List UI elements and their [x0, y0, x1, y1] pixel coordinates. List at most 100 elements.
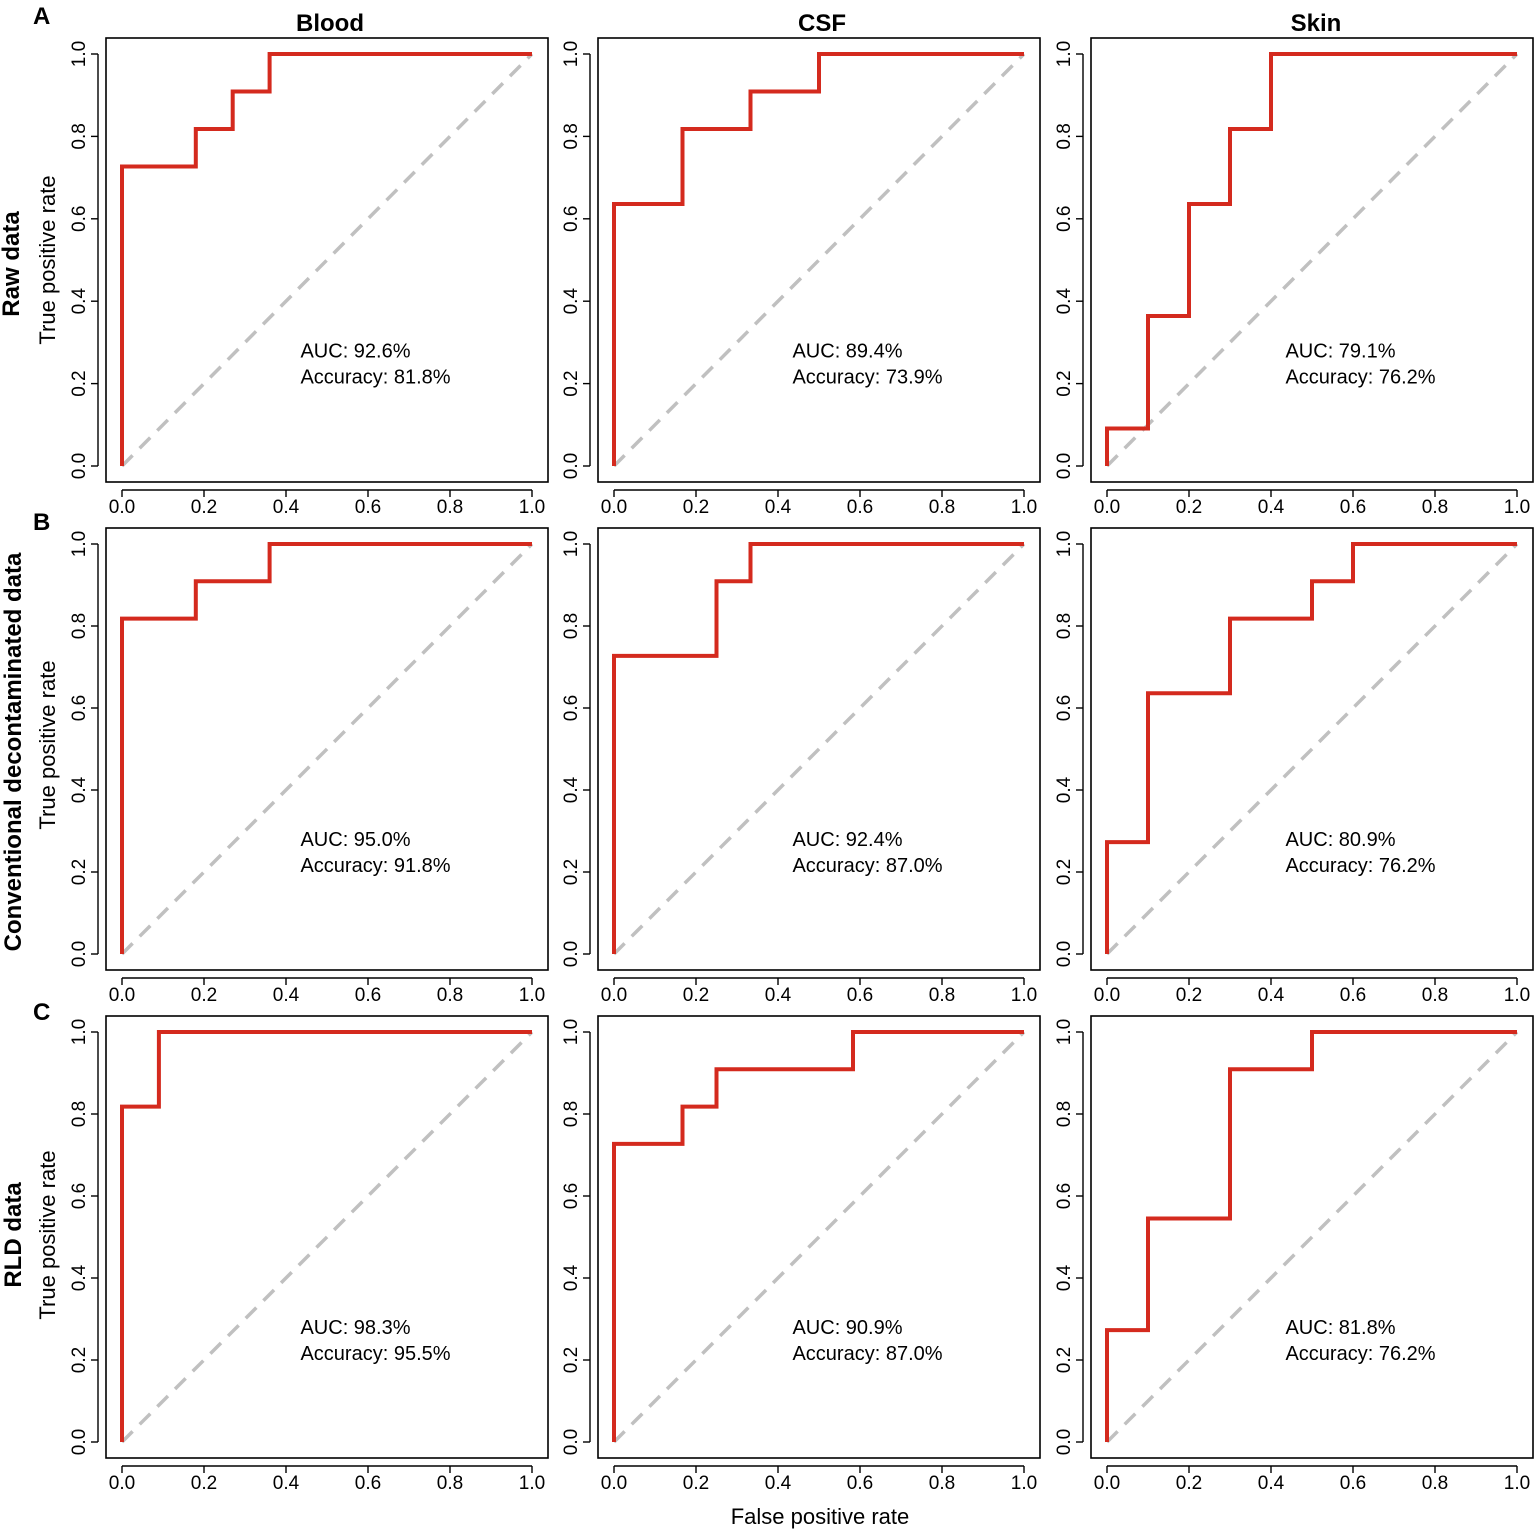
y-tick-label: 0.4 [1054, 776, 1075, 803]
y-tick-label: 0.6 [1054, 206, 1075, 232]
y-tick-label: 1.0 [1054, 1019, 1075, 1045]
chance-diagonal-line [1105, 52, 1519, 468]
plot-frame [1090, 37, 1534, 483]
y-tick-label: 0.8 [1054, 1101, 1075, 1127]
auc-label: AUC: 92.6% [300, 341, 410, 363]
auc-label: AUC: 81.8% [1285, 1317, 1395, 1339]
y-tick-label: 0.0 [1054, 453, 1075, 479]
y-tick-label: 0.4 [1054, 288, 1075, 315]
roc-panel-3-1: 0.0 0.0 0.2 0.2 0.4 0.4 0.6 0.6 0.8 0.8 1.0 1.0 AUC:… [69, 1015, 549, 1494]
accuracy-label: Accuracy: 73.9% [792, 367, 942, 389]
auc-label: AUC: 95.0% [300, 829, 410, 851]
x-tick-label: 0.4 [765, 497, 792, 518]
plot-frame [105, 1015, 549, 1459]
y-tick-label: 0.0 [69, 1429, 90, 1455]
panel-letter-a: A [33, 3, 50, 30]
x-tick-label: 0.2 [1176, 1473, 1202, 1494]
x-tick-label: 0.0 [1094, 985, 1120, 1006]
y-tick-label: 1.0 [561, 41, 582, 67]
x-tick-label: 0.4 [765, 985, 792, 1006]
auc-label: AUC: 89.4% [792, 341, 902, 363]
column-title-skin: Skin [1291, 10, 1342, 37]
y-tick-label: 0.6 [561, 1183, 582, 1209]
y-tick-label: 0.8 [69, 123, 90, 149]
x-tick-label: 0.4 [1258, 1473, 1285, 1494]
plot-frame [105, 527, 549, 971]
x-axis-title: False positive rate [731, 1504, 910, 1529]
y-tick-label: 1.0 [1054, 531, 1075, 557]
x-tick-label: 0.4 [1258, 985, 1285, 1006]
plot-frame [597, 527, 1041, 971]
y-tick-label: 1.0 [69, 531, 90, 557]
roc-curve [1105, 1030, 1517, 1442]
y-tick-label: 0.0 [561, 941, 582, 967]
roc-panel-1-3: 0.0 0.0 0.2 0.2 0.4 0.4 0.6 0.6 0.8 0.8 1.0 1.0 AUC:… [1054, 37, 1534, 518]
y-tick-label: 0.8 [1054, 613, 1075, 639]
chance-diagonal-line [120, 542, 534, 956]
x-tick-label: 0.0 [109, 497, 135, 518]
accuracy-label: Accuracy: 91.8% [300, 855, 450, 877]
accuracy-label: Accuracy: 76.2% [1285, 855, 1435, 877]
y-tick-label: 0.0 [1054, 941, 1075, 967]
roc-panel-1-2: 0.0 0.0 0.2 0.2 0.4 0.4 0.6 0.6 0.8 0.8 1.0 1.0 AUC:… [561, 37, 1041, 518]
auc-label: AUC: 90.9% [792, 1317, 902, 1339]
y-tick-label: 0.2 [561, 859, 582, 885]
x-tick-label: 0.2 [191, 497, 217, 518]
y-tick-label: 0.0 [69, 941, 90, 967]
x-tick-label: 1.0 [519, 497, 545, 518]
x-tick-label: 0.6 [355, 497, 381, 518]
row-title-rld: RLD data [0, 1182, 27, 1288]
x-tick-label: 0.6 [355, 985, 381, 1006]
row-title-conventional: Conventional decontaminated data [0, 552, 27, 951]
y-tick-label: 0.4 [561, 288, 582, 315]
x-tick-label: 0.8 [1422, 497, 1448, 518]
x-tick-label: 0.4 [273, 1473, 300, 1494]
y-tick-label: 0.6 [69, 1183, 90, 1209]
x-tick-label: 1.0 [519, 1473, 545, 1494]
y-tick-label: 0.8 [561, 123, 582, 149]
y-axis-title-row2: True positive rate [35, 660, 60, 829]
y-tick-label: 0.4 [561, 1264, 582, 1291]
plot-frame [1090, 527, 1534, 971]
roc-panel-3-3: 0.0 0.0 0.2 0.2 0.4 0.4 0.6 0.6 0.8 0.8 1.0 1.0 AUC:… [1054, 1015, 1534, 1494]
accuracy-label: Accuracy: 81.8% [300, 367, 450, 389]
x-tick-label: 0.2 [191, 985, 217, 1006]
y-tick-label: 0.0 [69, 453, 90, 479]
x-tick-label: 1.0 [1011, 985, 1037, 1006]
y-tick-label: 0.2 [561, 370, 582, 396]
y-tick-label: 0.6 [561, 206, 582, 232]
y-tick-label: 0.4 [1054, 1264, 1075, 1291]
x-tick-label: 0.0 [109, 1473, 135, 1494]
accuracy-label: Accuracy: 87.0% [792, 1343, 942, 1365]
y-axis-title-row3: True positive rate [35, 1150, 60, 1319]
x-tick-label: 0.4 [273, 985, 300, 1006]
column-title-blood: Blood [296, 10, 364, 37]
x-tick-label: 0.0 [601, 1473, 627, 1494]
y-tick-label: 0.4 [69, 1264, 90, 1291]
x-tick-label: 0.6 [1340, 985, 1366, 1006]
roc-curve [612, 1030, 1024, 1442]
x-tick-label: 0.6 [847, 497, 873, 518]
x-tick-label: 0.0 [601, 985, 627, 1006]
x-tick-label: 0.2 [683, 1473, 709, 1494]
x-tick-label: 1.0 [1011, 1473, 1037, 1494]
roc-curve [120, 52, 532, 466]
chance-diagonal-line [120, 1030, 534, 1444]
x-tick-label: 0.6 [1340, 1473, 1366, 1494]
row-title-raw: Raw data [0, 211, 25, 317]
x-tick-label: 0.2 [683, 985, 709, 1006]
y-tick-label: 1.0 [69, 1019, 90, 1045]
y-tick-label: 0.2 [1054, 859, 1075, 885]
x-tick-label: 0.8 [437, 497, 463, 518]
x-tick-label: 0.2 [191, 1473, 217, 1494]
plot-frame [597, 37, 1041, 483]
roc-panel-2-1: 0.0 0.0 0.2 0.2 0.4 0.4 0.6 0.6 0.8 0.8 1.0 1.0 AUC:… [69, 527, 549, 1006]
x-tick-label: 0.0 [601, 497, 627, 518]
y-tick-label: 0.2 [561, 1347, 582, 1373]
x-tick-label: 0.8 [929, 985, 955, 1006]
plot-frame [105, 37, 549, 483]
y-tick-label: 0.6 [561, 695, 582, 721]
x-tick-label: 1.0 [1504, 497, 1530, 518]
y-axis-title-row1: True positive rate [35, 175, 60, 344]
